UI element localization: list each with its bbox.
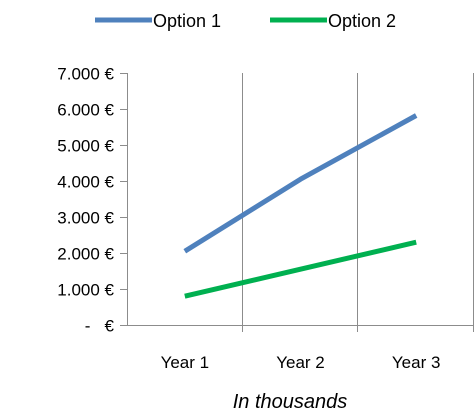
y-tick-label: - € [85, 317, 115, 336]
x-tick-label: Year 1 [161, 353, 210, 372]
y-tick-label: 4.000 € [57, 173, 114, 192]
y-tick-label: 6.000 € [57, 101, 114, 120]
y-tick-label: 5.000 € [57, 137, 114, 156]
series-line-2 [184, 239, 417, 299]
y-axis-ticks: - € 1.000 € 2.000 € 3.000 € 4.000 € 5.000 € 6.… [57, 65, 127, 336]
x-tick-label: Year 2 [276, 353, 325, 372]
vertical-gridlines [242, 73, 474, 325]
y-tick-label: 3.000 € [57, 209, 114, 228]
legend-label: Option 1 [153, 11, 221, 31]
x-axis-label: In thousands [233, 391, 348, 413]
y-tick-label: 7.000 € [57, 65, 114, 84]
y-tick-label: 2.000 € [57, 245, 114, 264]
axes [127, 73, 474, 326]
series-line-1 [183, 113, 418, 254]
legend-label: Option 2 [328, 11, 396, 31]
legend: Option 1 Option 2 [95, 11, 396, 31]
series-lines [183, 113, 418, 299]
y-tick-label: 1.000 € [57, 281, 114, 300]
x-axis-ticks: Year 1 Year 2 Year 3 [161, 325, 474, 372]
x-tick-label: Year 3 [392, 353, 441, 372]
